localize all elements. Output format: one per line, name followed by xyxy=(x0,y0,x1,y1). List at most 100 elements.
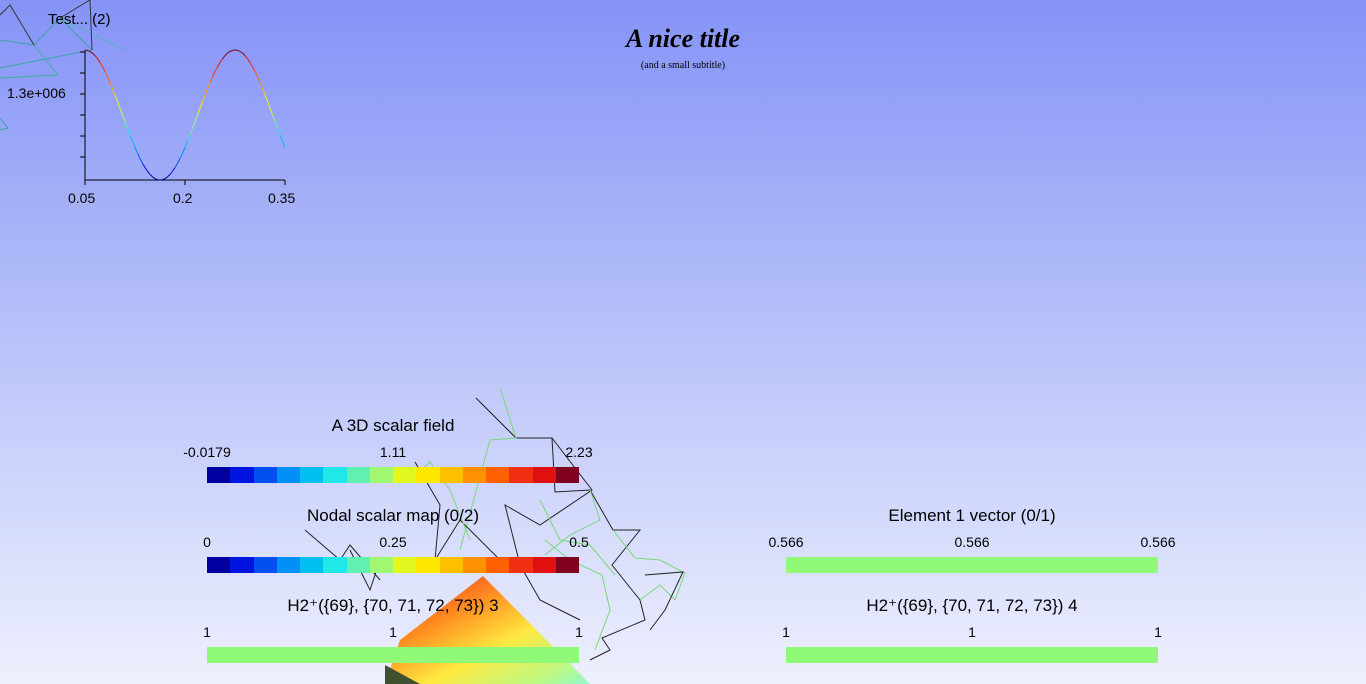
sine-segment xyxy=(202,94,206,102)
sine-segment xyxy=(149,174,153,178)
sine-segment xyxy=(107,76,111,83)
mesh-surface-dark xyxy=(385,665,420,684)
mesh-fragment-top-left xyxy=(0,0,126,131)
sine-segment xyxy=(264,94,268,102)
colorbar-label: 1 xyxy=(1154,624,1162,640)
colorbar-title: Nodal scalar map (0/2) xyxy=(307,506,479,525)
colorbar-title: A 3D scalar field xyxy=(331,416,455,435)
colorbar-segment xyxy=(555,557,579,573)
colorbar-segment xyxy=(462,557,486,573)
colorbar-label: 1 xyxy=(968,624,976,640)
sine-segment xyxy=(182,147,186,154)
colorbar-flat xyxy=(207,647,579,663)
sine-segment xyxy=(244,55,248,59)
sine-segment xyxy=(114,94,118,102)
colorbar-segment xyxy=(439,557,463,573)
sine-segment xyxy=(272,114,276,122)
colorbar-segment xyxy=(509,467,533,483)
colorbar-segment xyxy=(532,467,556,483)
colorbar-segment xyxy=(532,557,556,573)
colorbar-flat xyxy=(786,647,1158,663)
colorbar-segment xyxy=(346,557,370,573)
sine-segment xyxy=(214,66,218,72)
colorbar-label: 0.566 xyxy=(768,534,804,550)
sine-segment xyxy=(277,128,281,136)
sine-segment xyxy=(132,141,136,148)
sine-segment xyxy=(137,152,141,159)
sine-segment xyxy=(122,114,126,122)
sine-segment xyxy=(269,107,273,116)
colorbar-title: H2⁺({69}, {70, 71, 72, 73}) 4 xyxy=(866,596,1078,615)
sine-segment xyxy=(249,62,253,67)
sine-segment xyxy=(242,52,246,56)
sine-segment xyxy=(97,58,101,63)
plot-axes xyxy=(80,50,286,185)
colorbar-segment xyxy=(509,557,533,573)
colorbar-segment xyxy=(230,467,254,483)
plot-title: Test... (2) xyxy=(48,11,111,28)
colorbar-segment xyxy=(369,557,393,573)
colorbar-flat xyxy=(786,557,1158,573)
sine-segment xyxy=(154,178,158,181)
sine-segment xyxy=(239,50,243,54)
plot-x-tick: 0.35 xyxy=(268,190,296,206)
colorbar-label: 1.11 xyxy=(379,444,407,460)
sine-segment xyxy=(247,58,251,63)
colorbar-label: 1 xyxy=(782,624,790,640)
sine-segment xyxy=(127,128,131,136)
sine-segment xyxy=(164,176,168,180)
sine-segment xyxy=(172,167,176,172)
sine-segment xyxy=(177,158,181,164)
mesh-surface xyxy=(385,576,590,684)
colorbar-segment xyxy=(393,557,417,573)
sine-segment xyxy=(274,121,278,129)
sine-segment xyxy=(222,55,226,60)
sine-segment xyxy=(257,76,261,83)
sine-segment xyxy=(117,101,121,109)
sine-segment xyxy=(152,176,156,179)
plot-sine-curve xyxy=(84,49,286,181)
colorbar-gradient xyxy=(207,467,579,483)
colorbar-segment xyxy=(369,467,393,483)
sine-segment xyxy=(197,108,201,116)
sine-segment xyxy=(229,49,233,52)
page-title: A nice title xyxy=(625,24,741,53)
sine-segment xyxy=(267,101,271,109)
sine-segment xyxy=(254,71,258,77)
sine-segment xyxy=(162,178,166,181)
sine-segment xyxy=(212,71,216,78)
colorbar-title: Element 1 vector (0/1) xyxy=(888,506,1056,525)
colorbar-segment xyxy=(253,467,277,483)
colorbar-segment xyxy=(230,557,254,573)
sine-segment xyxy=(204,88,208,96)
colorbar-segment xyxy=(486,467,510,483)
sine-segment xyxy=(139,158,143,164)
colorbar-segment xyxy=(207,557,231,573)
sine-segment xyxy=(227,51,231,54)
sine-segment xyxy=(119,108,123,116)
colorbar-segment xyxy=(462,467,486,483)
sine-segment xyxy=(87,49,91,52)
colorbar-label: 0.566 xyxy=(1140,534,1176,550)
sine-segment xyxy=(134,147,138,154)
colorbar-segment xyxy=(300,557,324,573)
sine-segment xyxy=(217,62,221,68)
colorbar-segment xyxy=(486,557,510,573)
plot-x-tick: 0.05 xyxy=(68,190,96,206)
colorbar-segment xyxy=(207,467,231,483)
page-subtitle: (and a small subtitle) xyxy=(640,60,726,71)
colorbar-segment xyxy=(393,467,417,483)
sine-segment xyxy=(99,62,103,67)
sine-segment xyxy=(184,141,188,148)
sine-segment xyxy=(169,171,173,175)
sine-segment xyxy=(199,101,203,109)
sine-segment xyxy=(112,88,116,96)
colorbar-segment xyxy=(555,467,579,483)
sine-segment xyxy=(219,58,223,63)
colorbar-segment xyxy=(416,467,440,483)
sine-segment xyxy=(224,52,228,57)
plot-y-tick: 1.3e+006 xyxy=(7,85,66,101)
sine-segment xyxy=(89,51,93,54)
colorbar-label: 0.566 xyxy=(954,534,990,550)
